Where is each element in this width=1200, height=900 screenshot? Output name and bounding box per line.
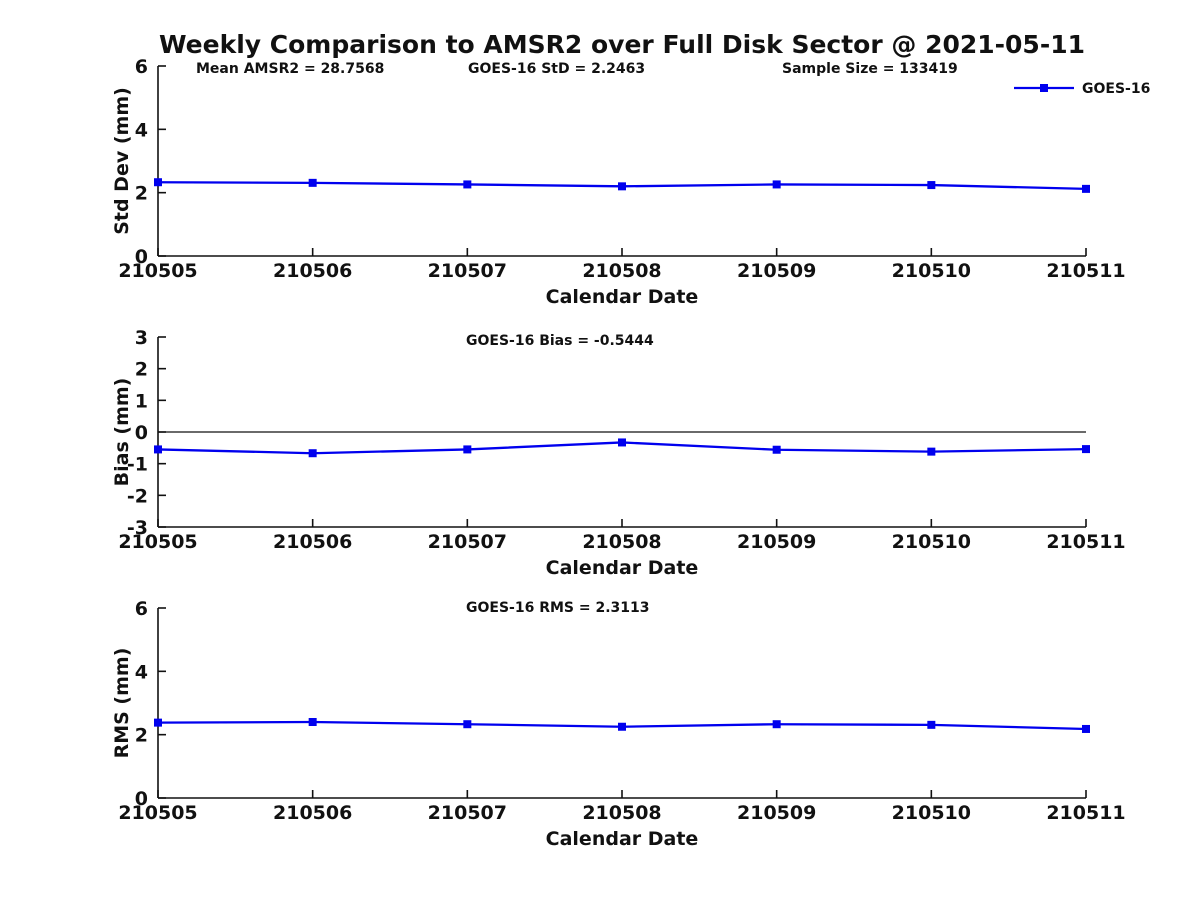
x-tick-label: 210510 <box>892 531 971 553</box>
data-point-marker <box>772 180 781 189</box>
y-tick-label: -2 <box>127 485 148 507</box>
annotation-text: GOES-16 StD = 2.2463 <box>468 61 645 77</box>
y-tick-label: 0 <box>135 788 148 810</box>
data-point-marker <box>618 438 626 447</box>
legend-label: GOES-16 <box>1082 81 1150 97</box>
data-point-marker <box>154 445 162 454</box>
x-tick-label: 210509 <box>737 260 816 282</box>
x-tick-label: 210510 <box>892 802 971 824</box>
data-point-marker <box>308 449 317 458</box>
y-tick-label: 2 <box>135 183 148 205</box>
x-tick-label: 210505 <box>118 802 197 824</box>
x-tick-label: 210509 <box>737 531 816 553</box>
y-axis-label: Std Dev (mm) <box>111 87 133 235</box>
x-tick-label: 210509 <box>737 802 816 824</box>
y-axis-label: Bias (mm) <box>111 378 133 487</box>
x-tick-label: 210508 <box>582 802 661 824</box>
y-tick-label: 6 <box>135 56 148 78</box>
x-tick-label: 210508 <box>582 260 661 282</box>
figure-title: Weekly Comparison to AMSR2 over Full Dis… <box>158 30 1085 59</box>
x-tick-label: 210507 <box>428 531 507 553</box>
y-tick-label: 6 <box>135 598 148 620</box>
y-axis-label: RMS (mm) <box>111 648 133 759</box>
y-tick-label: 0 <box>135 422 148 444</box>
y-tick-label: 1 <box>135 390 148 412</box>
annotation-text: GOES-16 RMS = 2.3113 <box>466 600 650 616</box>
data-point-marker <box>618 182 626 191</box>
y-tick-label: 4 <box>135 661 148 683</box>
data-point-marker <box>927 447 936 456</box>
data-point-marker <box>618 722 626 731</box>
x-tick-label: 210510 <box>892 260 971 282</box>
y-tick-label: 4 <box>135 119 148 141</box>
data-point-marker <box>154 178 162 187</box>
x-tick-label: 210507 <box>428 802 507 824</box>
data-point-marker <box>463 445 472 454</box>
data-point-marker <box>463 720 472 729</box>
x-tick-label: 210511 <box>1046 802 1125 824</box>
data-point-marker <box>1082 445 1090 454</box>
data-point-marker <box>308 718 317 726</box>
x-axis-label: Calendar Date <box>546 828 699 850</box>
data-point-marker <box>772 445 781 454</box>
data-point-marker <box>1082 184 1090 193</box>
y-tick-label: 3 <box>135 327 148 349</box>
data-point-marker <box>772 720 781 729</box>
y-tick-label: 0 <box>135 246 148 268</box>
x-tick-label: 210506 <box>273 531 352 553</box>
data-point-marker <box>927 720 936 729</box>
x-tick-label: 210511 <box>1046 260 1125 282</box>
x-tick-label: 210508 <box>582 531 661 553</box>
x-axis-label: Calendar Date <box>546 557 699 579</box>
annotation-text: Mean AMSR2 = 28.7568 <box>196 61 384 77</box>
x-axis-label: Calendar Date <box>546 286 699 308</box>
data-point-marker <box>154 718 162 727</box>
y-tick-label: 2 <box>135 359 148 381</box>
data-point-marker <box>1082 724 1090 733</box>
x-tick-label: 210511 <box>1046 531 1125 553</box>
x-tick-label: 210505 <box>118 531 197 553</box>
annotation-text: GOES-16 Bias = -0.5444 <box>466 333 654 349</box>
y-tick-label: 2 <box>135 725 148 747</box>
x-tick-label: 210506 <box>273 260 352 282</box>
y-tick-label: -3 <box>127 517 148 539</box>
legend-marker <box>1040 84 1048 92</box>
annotation-text: Sample Size = 133419 <box>782 61 958 77</box>
x-tick-label: 210506 <box>273 802 352 824</box>
data-point-marker <box>463 180 472 189</box>
y-tick-label: -1 <box>127 454 148 476</box>
x-tick-label: 210507 <box>428 260 507 282</box>
data-point-marker <box>308 178 317 187</box>
data-point-marker <box>927 181 936 190</box>
x-tick-label: 210505 <box>118 260 197 282</box>
